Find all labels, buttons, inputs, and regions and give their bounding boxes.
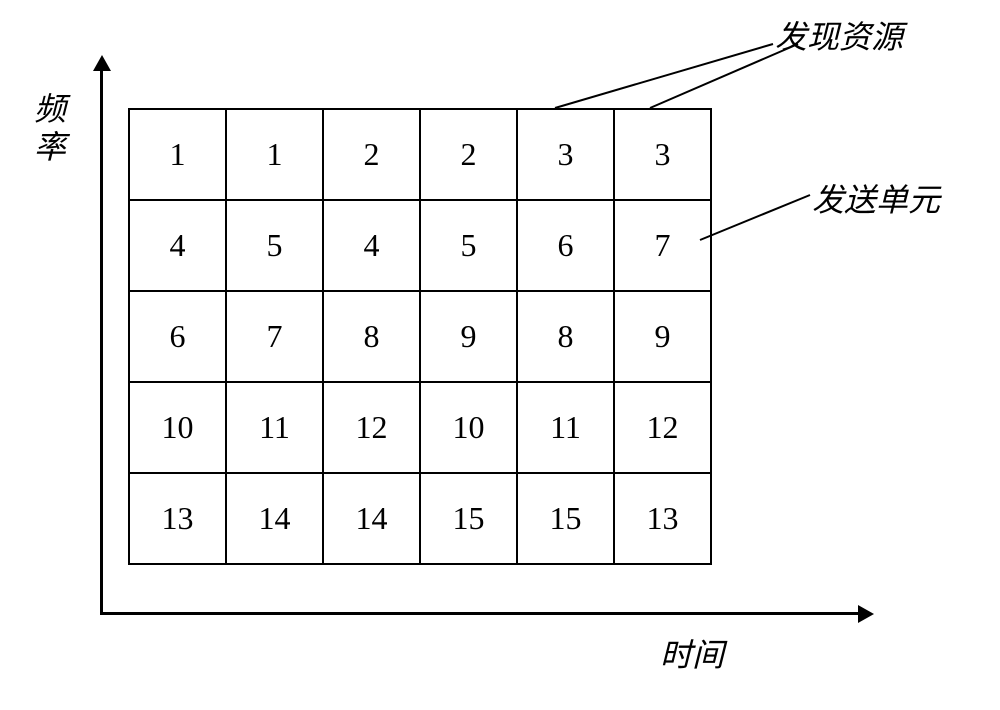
resource-grid-body: 1122334545676789891011121011121314141515… — [129, 109, 711, 564]
y-axis-line — [100, 65, 103, 615]
x-axis-line — [100, 612, 860, 615]
grid-cell: 1 — [129, 109, 226, 200]
annotation-top-label: 发现资源 — [775, 12, 903, 58]
grid-cell: 7 — [226, 291, 323, 382]
grid-cell: 15 — [517, 473, 614, 564]
grid-cell: 2 — [323, 109, 420, 200]
table-row: 101112101112 — [129, 382, 711, 473]
table-row: 131414151513 — [129, 473, 711, 564]
x-axis-arrowhead — [858, 605, 874, 623]
grid-cell: 6 — [517, 200, 614, 291]
x-axis-label: 时间 — [660, 630, 724, 676]
grid-cell: 11 — [226, 382, 323, 473]
grid-cell: 3 — [517, 109, 614, 200]
grid-cell: 5 — [226, 200, 323, 291]
pointer-line-right — [700, 195, 810, 240]
pointer-line-top-1 — [555, 44, 773, 108]
annotation-right-label: 发送单元 — [812, 175, 940, 221]
grid-cell: 13 — [614, 473, 711, 564]
grid-cell: 15 — [420, 473, 517, 564]
grid-cell: 14 — [226, 473, 323, 564]
y-axis-label-char1: 频 — [34, 91, 66, 127]
grid-cell: 4 — [323, 200, 420, 291]
grid-cell: 6 — [129, 291, 226, 382]
table-row: 112233 — [129, 109, 711, 200]
y-axis-arrowhead — [93, 55, 111, 71]
grid-cell: 8 — [323, 291, 420, 382]
grid-cell: 9 — [614, 291, 711, 382]
grid-cell: 8 — [517, 291, 614, 382]
table-row: 678989 — [129, 291, 711, 382]
grid-cell: 2 — [420, 109, 517, 200]
grid-cell: 11 — [517, 382, 614, 473]
grid-cell: 14 — [323, 473, 420, 564]
grid-cell: 4 — [129, 200, 226, 291]
resource-grid: 1122334545676789891011121011121314141515… — [128, 108, 712, 565]
diagram-stage: 频 率 时间 发现资源 发送单元 11223345456767898910111… — [0, 0, 1000, 710]
grid-cell: 1 — [226, 109, 323, 200]
grid-cell: 3 — [614, 109, 711, 200]
grid-cell: 10 — [129, 382, 226, 473]
y-axis-label: 频 率 — [30, 90, 70, 167]
grid-cell: 12 — [323, 382, 420, 473]
y-axis-label-char2: 率 — [34, 129, 66, 165]
table-row: 454567 — [129, 200, 711, 291]
grid-cell: 7 — [614, 200, 711, 291]
grid-cell: 5 — [420, 200, 517, 291]
grid-cell: 12 — [614, 382, 711, 473]
grid-cell: 9 — [420, 291, 517, 382]
grid-cell: 10 — [420, 382, 517, 473]
grid-cell: 13 — [129, 473, 226, 564]
